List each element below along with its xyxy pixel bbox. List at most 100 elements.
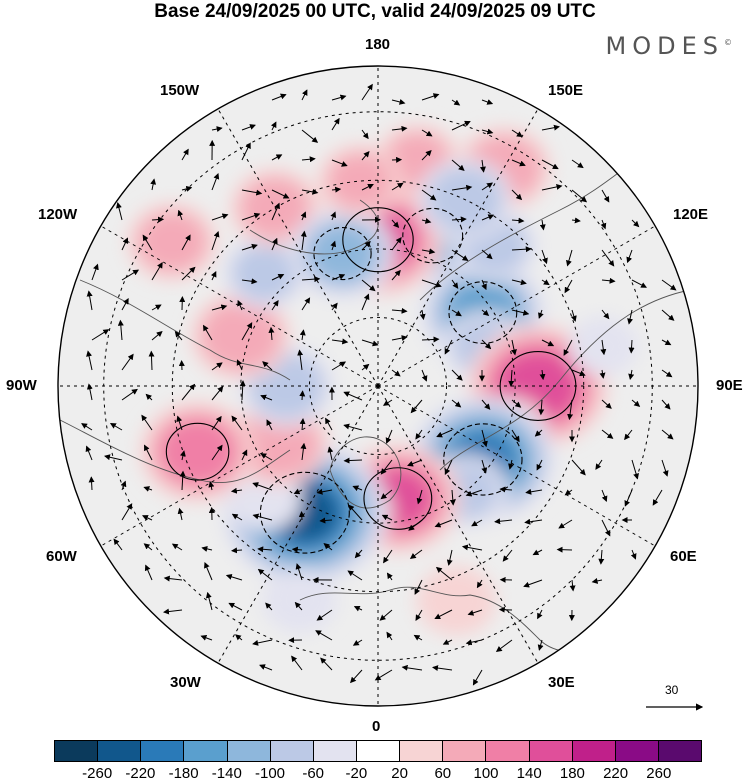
anomaly-shade [262, 568, 338, 634]
lon-label-150e: 150E [548, 82, 584, 99]
wind-vectors [81, 83, 677, 686]
wind-vector [434, 519, 453, 528]
colorbar-swatch [227, 741, 271, 761]
contour-line [313, 226, 372, 281]
wind-vector [260, 394, 273, 401]
lon-label-120e: 120E [673, 206, 709, 223]
wind-vector [211, 172, 220, 191]
wind-vector [268, 326, 275, 341]
wind-vector [601, 519, 611, 537]
wind-vector [231, 547, 243, 554]
wind-vector [176, 415, 183, 431]
wind-vector [511, 429, 520, 443]
meridian-line [377, 385, 656, 547]
wind-vector [86, 383, 93, 401]
wind-vector [228, 602, 243, 611]
wind-vector [380, 459, 393, 475]
wind-vector [444, 339, 453, 355]
wind-vector [295, 563, 303, 581]
anomaly-shade [160, 419, 235, 485]
wind-vector [200, 635, 213, 641]
wind-vector [208, 481, 215, 491]
contour-line [259, 471, 350, 554]
wind-vector [391, 219, 400, 229]
lon-label-60e: 60E [670, 548, 697, 565]
wind-vector [181, 234, 191, 251]
wind-vector [541, 249, 548, 265]
wind-vector [121, 269, 140, 281]
wind-vector [451, 399, 462, 408]
wind-vector [331, 186, 342, 193]
wind-vector [331, 117, 340, 131]
wind-vector [319, 517, 333, 524]
wind-vector [117, 319, 124, 341]
wind-vector [85, 445, 93, 461]
wind-vector [171, 543, 183, 551]
wind-vector [299, 390, 306, 401]
wind-vector [353, 605, 363, 612]
wind-vector [382, 399, 393, 406]
wind-vector [523, 579, 543, 588]
wind-vector [150, 178, 157, 191]
wind-vector [421, 369, 428, 382]
colorbar-swatch [443, 741, 487, 761]
wind-vector [539, 219, 546, 231]
wind-vector [481, 399, 491, 410]
wind-vector [481, 309, 490, 317]
wind-vector [361, 293, 370, 311]
wind-vector [391, 98, 406, 105]
wind-vector [511, 189, 523, 201]
wind-vector [538, 399, 545, 416]
wind-vector [348, 504, 363, 521]
wind-vector [538, 309, 544, 319]
wind-vector [451, 279, 459, 289]
colorbar-swatch [55, 741, 99, 761]
wind-vector [461, 544, 483, 551]
wind-vector [600, 219, 607, 230]
wind-vector [401, 664, 423, 671]
wind-vector [419, 309, 426, 321]
wind-vector [386, 572, 393, 581]
wind-vector [624, 489, 633, 507]
wind-vector [599, 369, 606, 379]
wind-vector [361, 279, 376, 292]
wind-vector [465, 639, 483, 646]
wind-vector [300, 230, 307, 251]
wind-vector [409, 549, 423, 559]
meridian-line [100, 225, 379, 387]
wind-vector [451, 369, 463, 381]
colorbar-tick-label: -220 [125, 765, 156, 782]
wind-vector [211, 444, 223, 461]
colorbar-swatch [98, 741, 142, 761]
wind-vector [151, 262, 163, 281]
wind-vector [320, 657, 333, 671]
wind-vector [601, 399, 612, 409]
wind-vector [661, 279, 677, 291]
wind-vector [508, 369, 515, 387]
wind-vector [211, 386, 224, 401]
wind-vector [481, 128, 494, 135]
wind-vector [301, 156, 316, 163]
wind-vector [379, 609, 393, 621]
wind-vector [298, 511, 305, 521]
colorbar [54, 740, 702, 762]
wind-vector [143, 543, 153, 551]
colorbar-swatch [529, 741, 573, 761]
wind-vector [386, 631, 393, 641]
wind-vector [259, 664, 273, 671]
wind-vector [569, 579, 576, 592]
wind-vector [534, 429, 543, 437]
wind-vector [532, 549, 543, 556]
wind-vector [541, 183, 563, 191]
wind-vector [481, 459, 488, 474]
colorbar-tick-label: 100 [473, 765, 499, 782]
wind-vector [361, 151, 370, 161]
wind-vector [271, 299, 279, 311]
wind-vector [151, 330, 163, 341]
wind-vector [626, 249, 633, 264]
wind-vector [381, 514, 393, 521]
wind-vector [481, 339, 492, 350]
wind-vector [481, 214, 495, 221]
colorbar-tick-label: 60 [434, 765, 452, 782]
wind-vector [315, 630, 333, 641]
